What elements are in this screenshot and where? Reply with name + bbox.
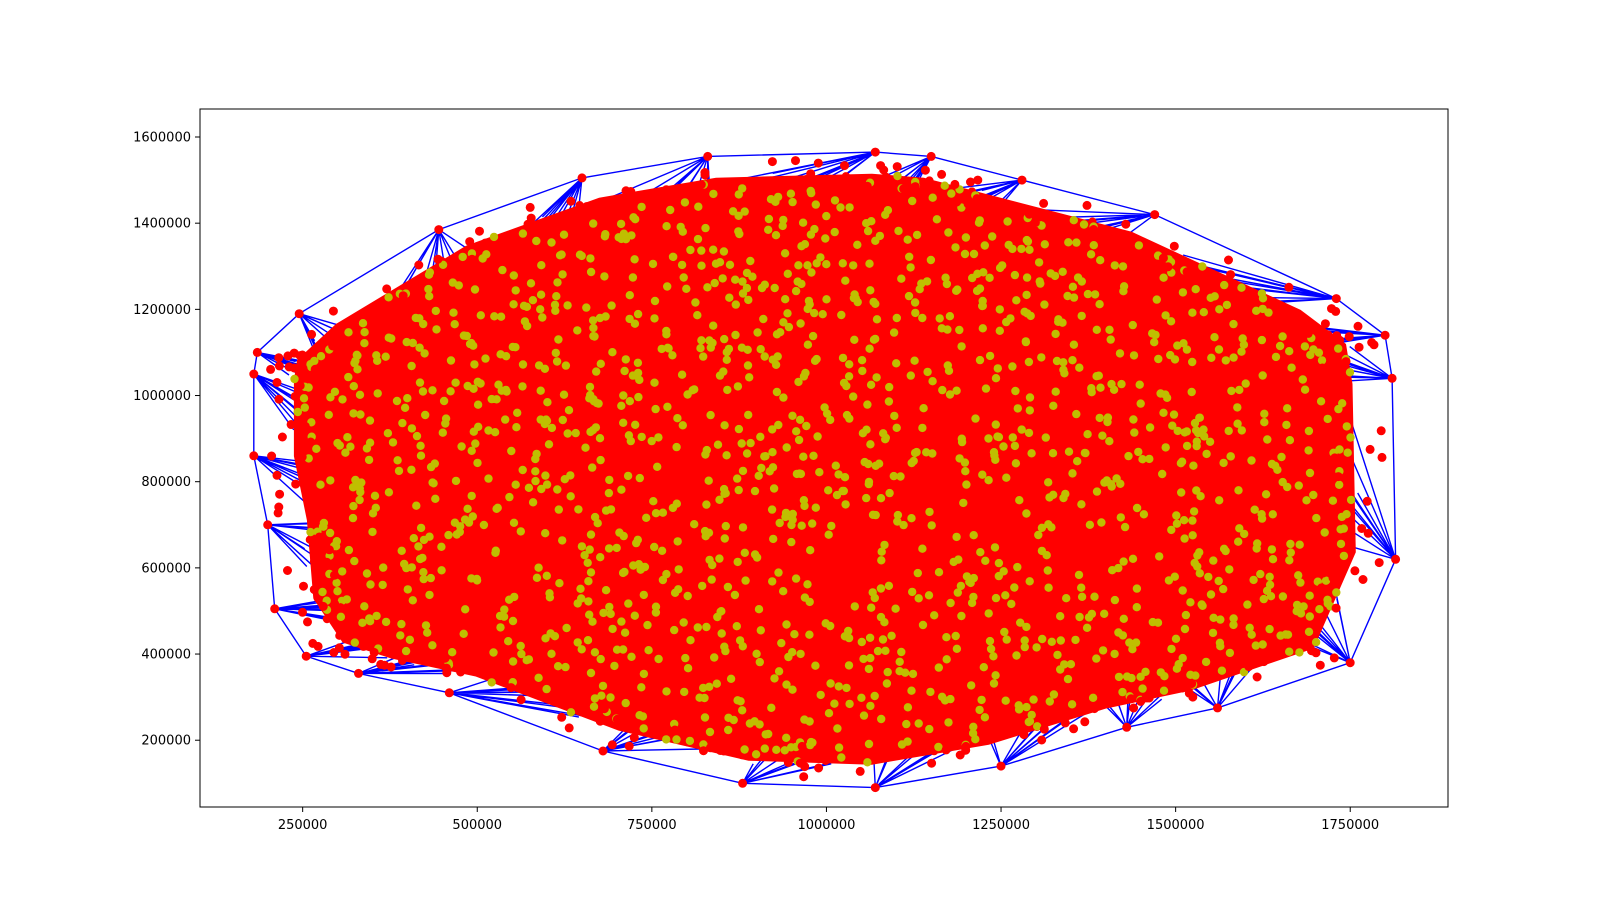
x-tick-label: 1000000	[797, 818, 855, 833]
y-tick-label: 800000	[141, 475, 191, 490]
inner-point-cloud	[290, 171, 1356, 767]
y-tick-label: 1200000	[133, 303, 191, 318]
x-axis: 250000 500000 750000 1000000 1250000 1500000 1…	[278, 807, 1379, 833]
x-tick-label: 500000	[452, 818, 502, 833]
axes-frame	[199, 108, 1449, 808]
y-axis: 200000 400000 600000 800000 1000000 1200000 14…	[133, 131, 200, 749]
yellow-points	[290, 171, 1356, 767]
y-tick-label: 1000000	[133, 389, 191, 404]
x-tick-label: 250000	[278, 818, 328, 833]
x-tick-label: 1500000	[1147, 818, 1205, 833]
x-tick-label: 1250000	[972, 818, 1030, 833]
y-tick-label: 600000	[141, 561, 191, 576]
y-tick-label: 1600000	[133, 131, 191, 146]
y-tick-label: 1400000	[133, 217, 191, 232]
y-tick-label: 200000	[141, 734, 191, 749]
plot-area	[249, 147, 1401, 793]
y-tick-label: 400000	[141, 648, 191, 663]
x-tick-label: 1750000	[1321, 818, 1379, 833]
x-tick-label: 750000	[627, 818, 677, 833]
red-points	[290, 172, 1353, 762]
